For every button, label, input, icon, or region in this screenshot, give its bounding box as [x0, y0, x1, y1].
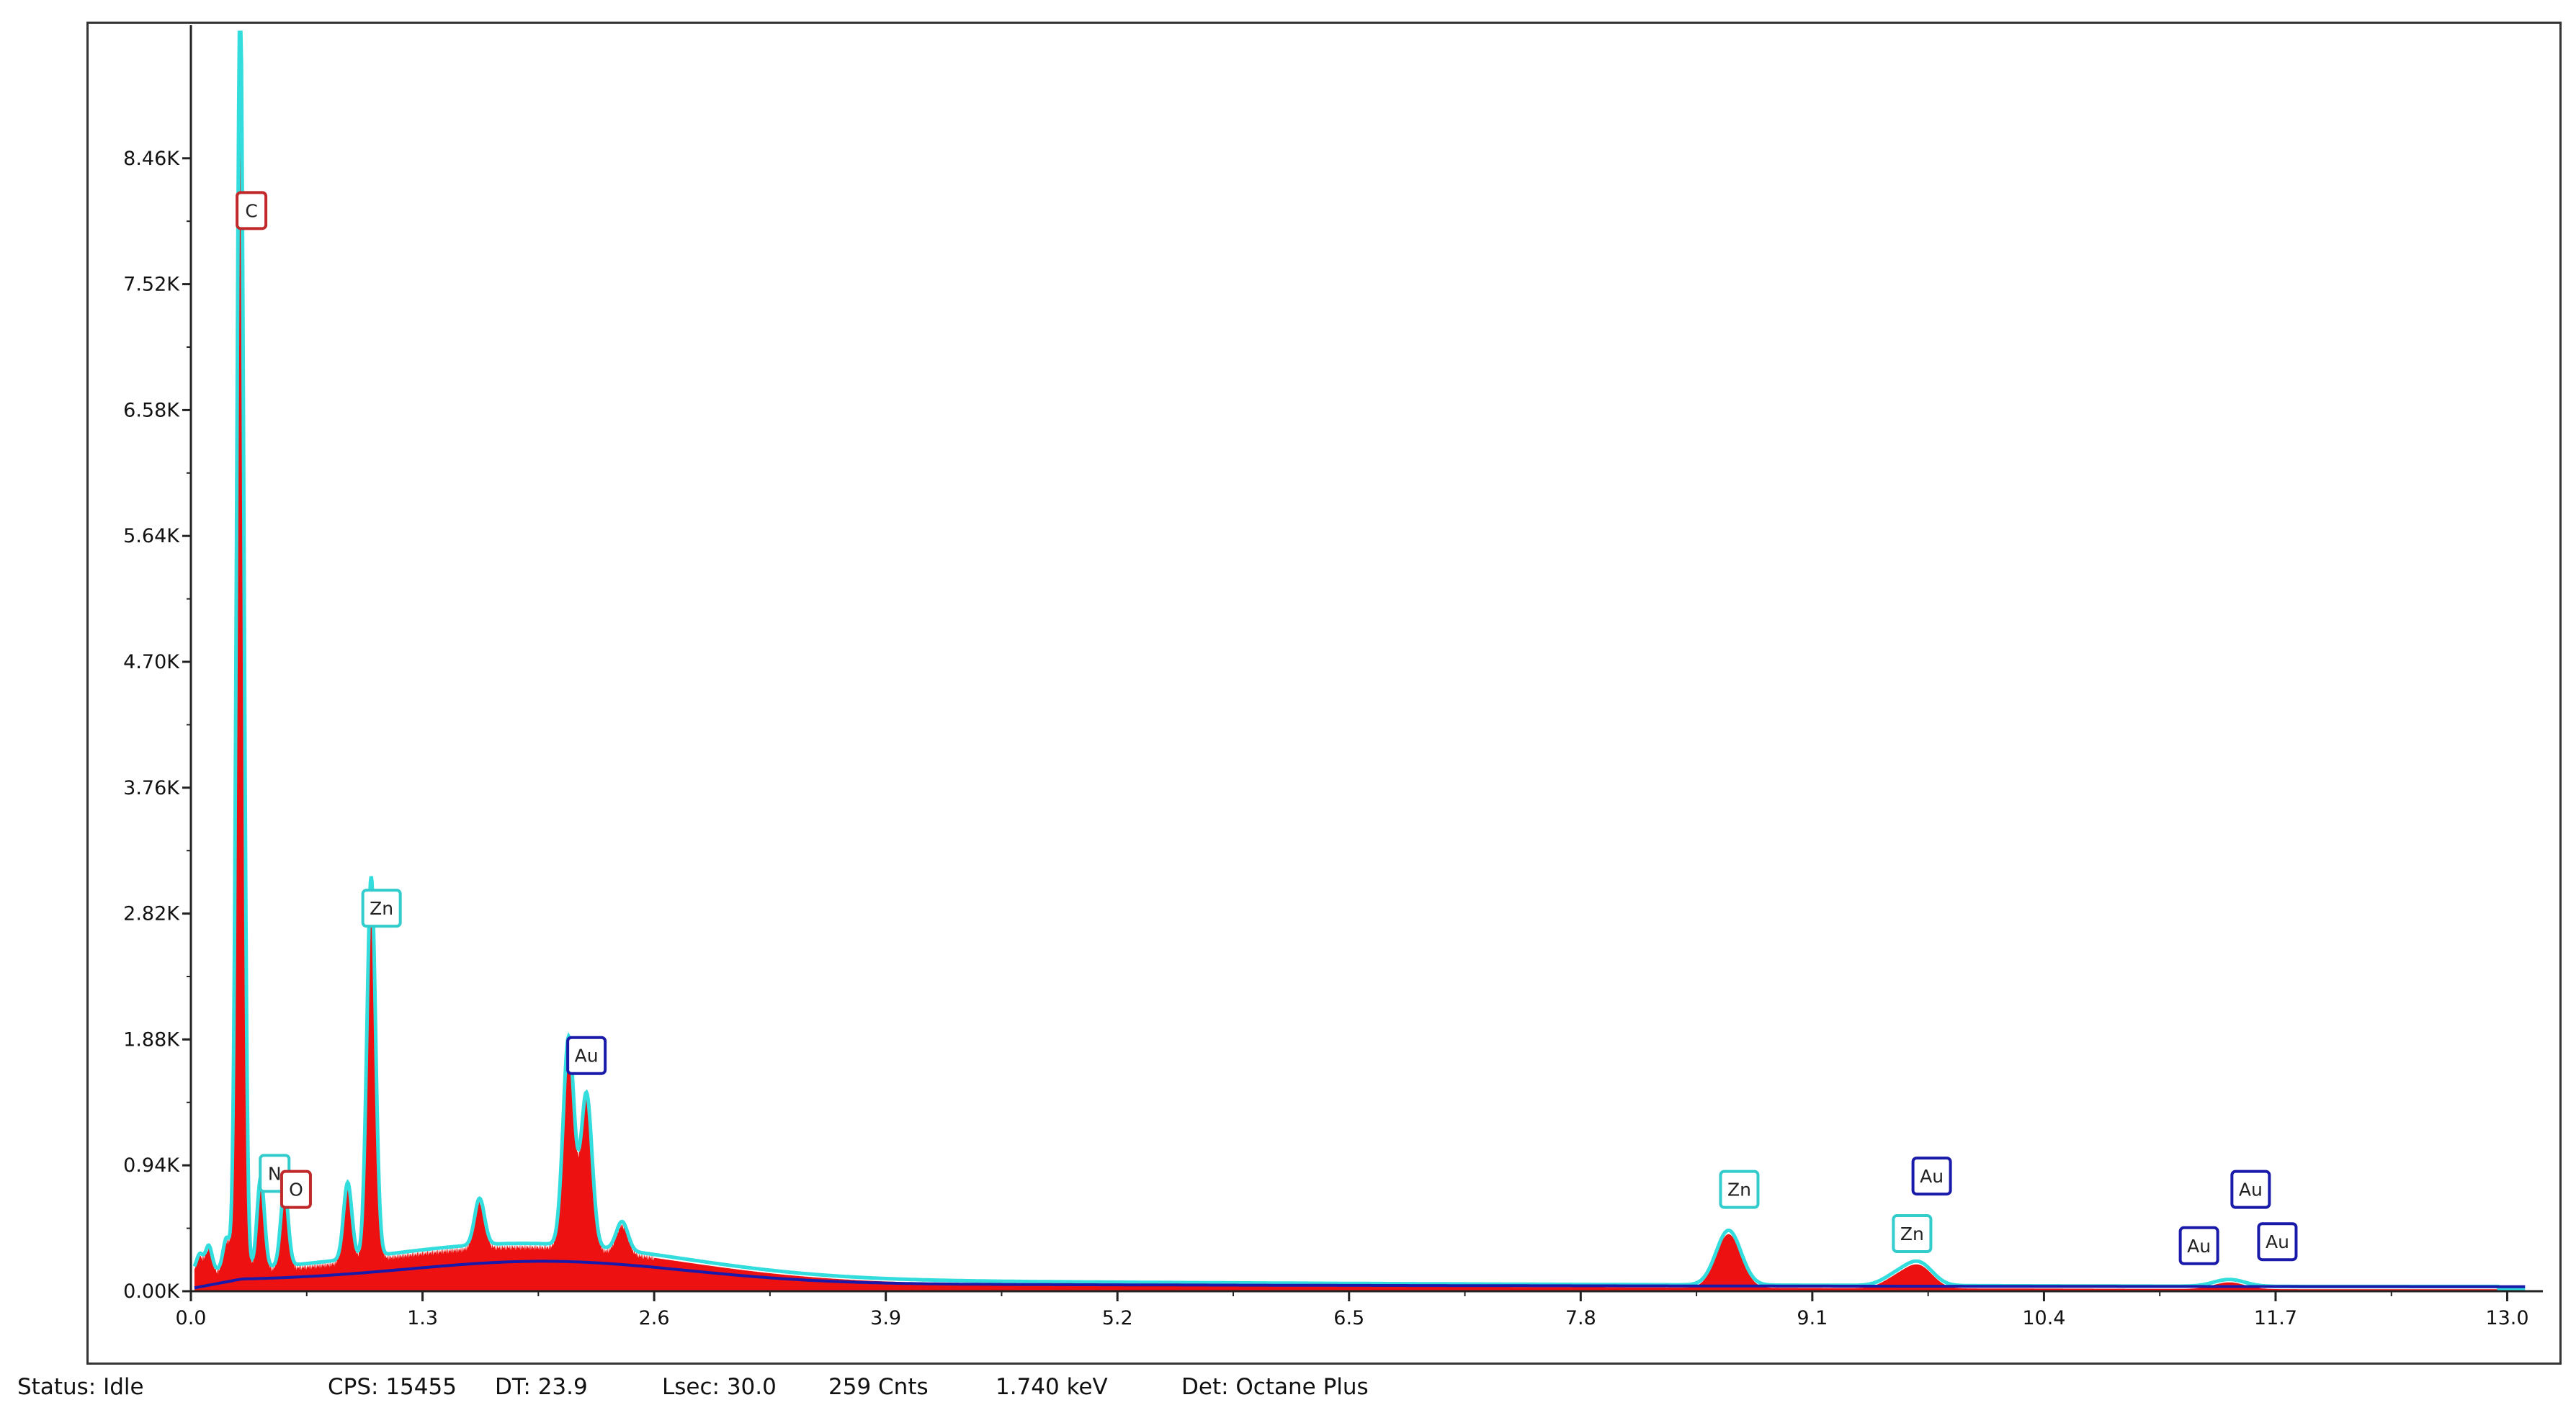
x-tick-label: 7.8	[1565, 1307, 1596, 1329]
x-tick-label: 0.0	[176, 1307, 207, 1329]
y-tick-label: 1.88K	[123, 1028, 180, 1051]
y-tick-label: 5.64K	[123, 525, 180, 547]
peak-label-box	[2257, 1222, 2298, 1262]
counts-readout: 259 Cnts	[828, 1374, 929, 1400]
peak-label-box	[1719, 1170, 1760, 1209]
spectrum-fill	[194, 30, 2526, 1292]
y-tick-label: 2.82K	[123, 903, 180, 925]
y-tick-label: 6.58K	[123, 399, 180, 421]
y-tick-label: 3.76K	[123, 777, 180, 799]
peak-label-box	[279, 1170, 312, 1209]
energy-readout: 1.740 keV	[996, 1374, 1108, 1400]
cps-readout: CPS: 15455	[328, 1374, 457, 1400]
y-tick-label: 4.70K	[123, 651, 180, 673]
peak-label-box	[2230, 1170, 2271, 1209]
background-line	[194, 1260, 2526, 1290]
peak-label: Au	[1920, 1166, 1944, 1187]
y-tick-label: 8.46K	[123, 148, 180, 170]
x-tick-label: 10.4	[2022, 1307, 2065, 1329]
y-tick-label: 7.52K	[123, 274, 180, 296]
dead-time-readout: DT: 23.9	[495, 1374, 588, 1400]
x-tick-label: 13.0	[2485, 1307, 2528, 1329]
peak-label: Au	[575, 1046, 599, 1067]
x-tick-label: 1.3	[407, 1307, 438, 1329]
peak-label-box	[361, 889, 402, 928]
eds-spectrum-chart: 0.00K 0.94K 1.88K 2.82K 3.76K 4.70K 5.64K 6.58K…	[123, 25, 2543, 1329]
live-seconds-readout: Lsec: 30.0	[662, 1374, 777, 1400]
fit-line	[192, 30, 2526, 1290]
y-tick-label: 0.00K	[123, 1280, 180, 1303]
peak-label: N	[268, 1163, 282, 1184]
status-bar: Status: Idle CPS: 15455 DT: 23.9 Lsec: 3…	[0, 1374, 2576, 1417]
x-tick-label: 11.7	[2254, 1307, 2297, 1329]
peak-label-box	[1911, 1157, 1952, 1196]
peak-label-box	[236, 191, 268, 230]
peak-label: Zn	[1727, 1180, 1751, 1200]
spectrum-frame	[86, 22, 2562, 1365]
peak-label: Au	[2239, 1180, 2263, 1200]
peak-label-box	[1892, 1214, 1933, 1254]
plot-area: 0.00K 0.94K 1.88K 2.82K 3.76K 4.70K 5.64K 6.58K…	[123, 25, 2543, 1329]
peak-label: Au	[2187, 1236, 2211, 1257]
peak-label-box	[2178, 1226, 2219, 1265]
peak-label-box	[566, 1036, 607, 1075]
peak-label: Zn	[1900, 1224, 1924, 1244]
x-tick-label: 2.6	[639, 1307, 670, 1329]
peak-label: O	[289, 1180, 303, 1200]
x-tick-label: 9.1	[1797, 1307, 1828, 1329]
peak-label: Zn	[370, 898, 393, 919]
peak-label: C	[245, 200, 257, 221]
x-tick-label: 5.2	[1102, 1307, 1133, 1329]
status-text: Status: Idle	[17, 1374, 144, 1400]
x-tick-label: 6.5	[1333, 1307, 1364, 1329]
peak-label: Au	[2266, 1231, 2289, 1252]
x-tick-label: 3.9	[870, 1307, 901, 1329]
y-tick-label: 0.94K	[123, 1154, 180, 1177]
detector-readout: Det: Octane Plus	[1181, 1374, 1369, 1400]
